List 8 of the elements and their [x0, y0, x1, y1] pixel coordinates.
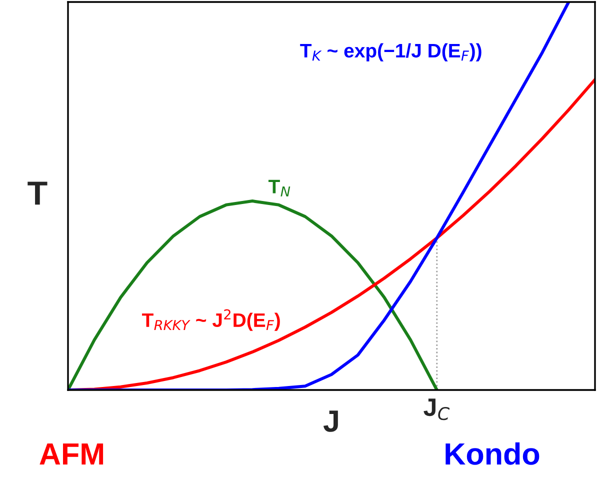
- series-label: T$_{RKKY}$ ~ J$^{2}$D(E$_{F}$): [142, 309, 280, 331]
- y-axis-title: T: [28, 182, 48, 205]
- series-label: T$_{N}$: [268, 180, 290, 196]
- text: AFM: [40, 444, 104, 465]
- text: J$_{C}$: [424, 398, 450, 420]
- text: Kondo: [446, 442, 540, 465]
- x-axis-title: J: [323, 410, 338, 432]
- text: T$_{K}$ ~ exp(−1/J D(E$_{F}$)): [300, 43, 482, 62]
